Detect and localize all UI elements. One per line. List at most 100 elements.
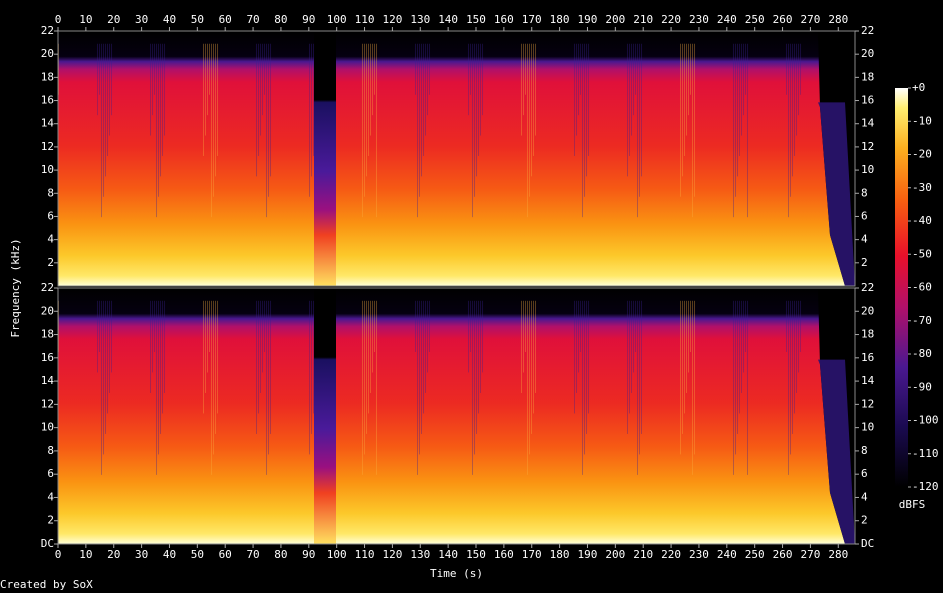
x-tick-label: 100 [327, 13, 347, 26]
spectrogram-streak [105, 300, 106, 434]
x-tick-label: 240 [717, 548, 737, 561]
spectrogram-streak [747, 43, 748, 218]
x-tick-label: 10 [79, 548, 92, 561]
x-tick-label: 170 [522, 13, 542, 26]
spectrogram-streak [574, 43, 575, 156]
y-tick-label: 20 [41, 47, 54, 60]
x-tick-label: 90 [302, 548, 315, 561]
spectrogram-streak [733, 43, 734, 218]
y-tick-label: 6 [47, 209, 54, 222]
spectrogram-streak [101, 43, 102, 218]
spectrogram-streak [690, 300, 691, 352]
y-tick-label: 8 [47, 186, 54, 199]
spectrogram-streak [639, 43, 640, 197]
plot-frame [57, 287, 856, 545]
spectrogram-streak [425, 43, 426, 136]
x-axis-label: Time (s) [430, 567, 483, 580]
spectrogram-streak [417, 43, 418, 218]
spectrogram-streak [364, 300, 365, 455]
spectrogram-streak [472, 300, 473, 475]
spectrogram-streak [207, 43, 208, 116]
y-tick-label: 14 [41, 117, 55, 130]
x-tick-label: 280 [828, 548, 848, 561]
spectrogram-streak [633, 300, 634, 373]
spectrogram-streak [580, 43, 581, 95]
colorbar-tick-label: -40 [912, 214, 932, 227]
spectrogram-streak [584, 300, 585, 455]
spectrogram-streak [258, 300, 259, 414]
spectrogram-streak [580, 300, 581, 352]
spectrogram-streak [684, 43, 685, 156]
spectrogram-streak [523, 300, 524, 373]
colorbar-tick-label: -110 [912, 447, 939, 460]
y-tick-label-right: 12 [861, 397, 874, 410]
spectrogram-streak [525, 43, 526, 95]
spectrogram-streak [427, 43, 428, 116]
y-tick-label: 6 [47, 467, 54, 480]
spectrogram-streak [203, 43, 204, 156]
spectrogram-streak [533, 43, 534, 156]
spectrogram-streak [637, 43, 638, 218]
spectrogram-streak [97, 43, 98, 116]
spectrogram-streak [478, 300, 479, 414]
y-tick-label: 22 [41, 281, 54, 294]
spectrogram-streak [419, 300, 420, 455]
spectrogram-streak [152, 43, 153, 116]
spectrogram-streak [737, 43, 738, 177]
spectrogram-streak [692, 300, 693, 475]
y-tick-label: 10 [41, 163, 54, 176]
spectrogram-streak [368, 300, 369, 414]
spectrogram-streak [372, 43, 373, 116]
x-tick-label: 0 [55, 548, 62, 561]
y-tick-label: 2 [47, 514, 54, 527]
y-tick-label-right: 22 [861, 24, 874, 37]
y-tick-label: 18 [41, 328, 54, 341]
colorbar-tick-label: -10 [912, 114, 932, 127]
colorbar-tick-label: -120 [912, 480, 939, 493]
spectrogram-streak [737, 300, 738, 434]
y-tick-label: 4 [47, 490, 54, 503]
spectrogram-streak [747, 300, 748, 475]
y-tick-label: 22 [41, 24, 54, 37]
spectrogram-streak [101, 300, 102, 475]
y-tick-label: DC [41, 537, 54, 550]
x-tick-label: 80 [274, 548, 287, 561]
spectrogram-streak [733, 300, 734, 475]
spectrogram-streak [111, 300, 112, 373]
spectrogram-streak [264, 43, 265, 95]
spectrogram-streak [270, 300, 271, 434]
spectrogram-streak [376, 300, 377, 475]
spectrogram-fade-tail [818, 102, 855, 287]
spectrogram-streak [688, 300, 689, 373]
x-tick-label: 20 [107, 13, 120, 26]
x-tick-label: 160 [494, 13, 514, 26]
spectrogram-streak [745, 300, 746, 352]
spectrogram-streak [735, 300, 736, 455]
spectrogram-streak [476, 43, 477, 177]
spectrogram-streak [313, 300, 314, 414]
footer: Created by SoX [0, 578, 93, 591]
spectrogram-streak [637, 300, 638, 475]
spectrogram-streak [474, 300, 475, 455]
x-tick-label: 170 [522, 548, 542, 561]
x-tick-label: 50 [191, 548, 204, 561]
spectrogram-streak [535, 43, 536, 136]
colorbar-tick-label: -30 [912, 181, 932, 194]
colorbar-label: dBFS [899, 498, 926, 511]
spectrogram-streak [205, 300, 206, 393]
x-tick-label: 220 [661, 13, 681, 26]
spectrogram-streak [260, 300, 261, 393]
spectrogram-streak [421, 43, 422, 177]
spectrogram-streak [739, 300, 740, 414]
spectrogram-streak [213, 43, 214, 197]
spectrogram-streak [162, 300, 163, 414]
spectrogram-streak [639, 300, 640, 455]
y-tick-label: 12 [41, 397, 54, 410]
spectrogram-streak [368, 43, 369, 156]
spectrogram-streak [800, 43, 801, 95]
spectrogram-streak [99, 300, 100, 352]
spectrogram-streak [154, 300, 155, 352]
y-tick-label: 4 [47, 233, 54, 246]
spectrogram-streak [211, 300, 212, 475]
